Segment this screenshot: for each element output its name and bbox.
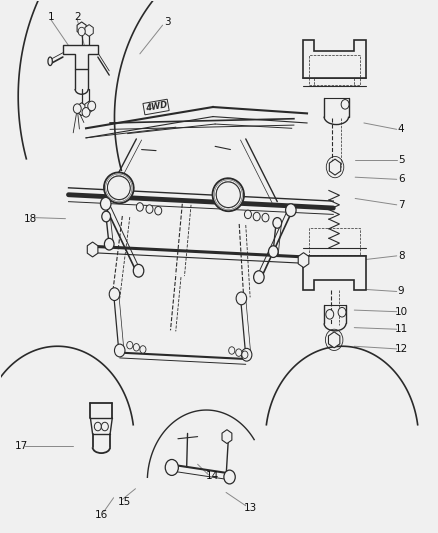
Circle shape bbox=[140, 346, 146, 353]
Ellipse shape bbox=[48, 57, 52, 66]
Circle shape bbox=[78, 27, 85, 36]
Text: 9: 9 bbox=[397, 286, 403, 296]
Circle shape bbox=[146, 205, 152, 213]
Ellipse shape bbox=[212, 178, 244, 211]
Circle shape bbox=[325, 310, 333, 319]
Circle shape bbox=[101, 422, 108, 431]
Text: 12: 12 bbox=[394, 344, 407, 354]
Circle shape bbox=[114, 344, 125, 357]
Text: 1: 1 bbox=[48, 12, 54, 22]
Text: 18: 18 bbox=[24, 214, 37, 224]
Circle shape bbox=[241, 349, 251, 361]
Circle shape bbox=[109, 288, 120, 301]
Text: 15: 15 bbox=[118, 497, 131, 507]
Circle shape bbox=[127, 342, 133, 349]
Polygon shape bbox=[302, 39, 365, 78]
Circle shape bbox=[253, 271, 264, 284]
Circle shape bbox=[241, 351, 247, 359]
Text: 14: 14 bbox=[205, 472, 218, 481]
Text: 17: 17 bbox=[15, 441, 28, 451]
Text: 11: 11 bbox=[394, 324, 407, 334]
Circle shape bbox=[154, 206, 161, 215]
Text: 16: 16 bbox=[95, 510, 108, 520]
Bar bbox=[308, 228, 359, 255]
Circle shape bbox=[253, 212, 260, 221]
Circle shape bbox=[94, 422, 101, 431]
Circle shape bbox=[340, 100, 348, 109]
Circle shape bbox=[73, 104, 81, 114]
Circle shape bbox=[337, 308, 345, 317]
Circle shape bbox=[133, 344, 139, 351]
Polygon shape bbox=[63, 45, 98, 69]
Text: 2: 2 bbox=[74, 12, 81, 22]
Circle shape bbox=[82, 108, 90, 117]
Ellipse shape bbox=[104, 172, 134, 203]
Bar bbox=[308, 55, 359, 85]
Circle shape bbox=[133, 264, 144, 277]
Circle shape bbox=[223, 470, 235, 484]
Text: 3: 3 bbox=[163, 17, 170, 27]
Circle shape bbox=[102, 211, 110, 222]
Circle shape bbox=[285, 204, 295, 216]
Circle shape bbox=[236, 292, 246, 305]
Circle shape bbox=[244, 210, 251, 219]
Circle shape bbox=[235, 349, 241, 357]
Text: 5: 5 bbox=[397, 155, 403, 165]
Circle shape bbox=[165, 459, 178, 475]
Circle shape bbox=[104, 238, 114, 250]
Circle shape bbox=[261, 213, 268, 222]
Circle shape bbox=[88, 101, 95, 111]
Text: 6: 6 bbox=[397, 174, 403, 184]
Text: 13: 13 bbox=[243, 503, 256, 513]
Text: 8: 8 bbox=[397, 251, 403, 261]
Text: 10: 10 bbox=[394, 306, 407, 317]
Polygon shape bbox=[302, 256, 365, 290]
Text: 7: 7 bbox=[397, 200, 403, 210]
Text: 4WD: 4WD bbox=[144, 101, 167, 114]
Circle shape bbox=[272, 217, 281, 228]
Circle shape bbox=[228, 347, 234, 354]
Text: 4: 4 bbox=[397, 124, 403, 134]
Circle shape bbox=[268, 246, 278, 257]
Circle shape bbox=[136, 203, 143, 211]
Circle shape bbox=[100, 197, 111, 210]
